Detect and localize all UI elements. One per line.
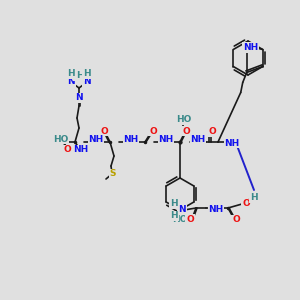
- Text: NH: NH: [190, 134, 206, 143]
- Text: H: H: [250, 194, 258, 202]
- Text: NH: NH: [123, 134, 139, 143]
- Text: NH: NH: [88, 134, 104, 143]
- Text: H: H: [76, 71, 84, 80]
- Text: H: H: [170, 200, 178, 208]
- Text: O: O: [100, 127, 108, 136]
- Text: N: N: [178, 206, 186, 214]
- Text: O: O: [182, 127, 190, 136]
- Text: NH: NH: [224, 139, 240, 148]
- Text: HO: HO: [172, 214, 188, 224]
- Text: H: H: [74, 71, 82, 80]
- Text: NH: NH: [74, 146, 88, 154]
- Text: H: H: [170, 212, 178, 220]
- Text: HO: HO: [176, 116, 192, 124]
- Text: H: H: [67, 70, 75, 79]
- Text: O: O: [63, 146, 71, 154]
- Text: HO: HO: [53, 134, 69, 143]
- Text: N: N: [83, 77, 91, 86]
- Text: N: N: [67, 77, 75, 86]
- Text: NH: NH: [243, 43, 258, 52]
- Text: O: O: [186, 214, 194, 224]
- Text: NH: NH: [208, 206, 224, 214]
- Text: NH: NH: [158, 134, 174, 143]
- Text: N: N: [75, 94, 83, 103]
- Text: O: O: [208, 128, 216, 136]
- Text: O: O: [232, 215, 240, 224]
- Text: S: S: [110, 169, 116, 178]
- Text: O: O: [149, 127, 157, 136]
- Text: H: H: [83, 70, 91, 79]
- Text: O: O: [242, 200, 250, 208]
